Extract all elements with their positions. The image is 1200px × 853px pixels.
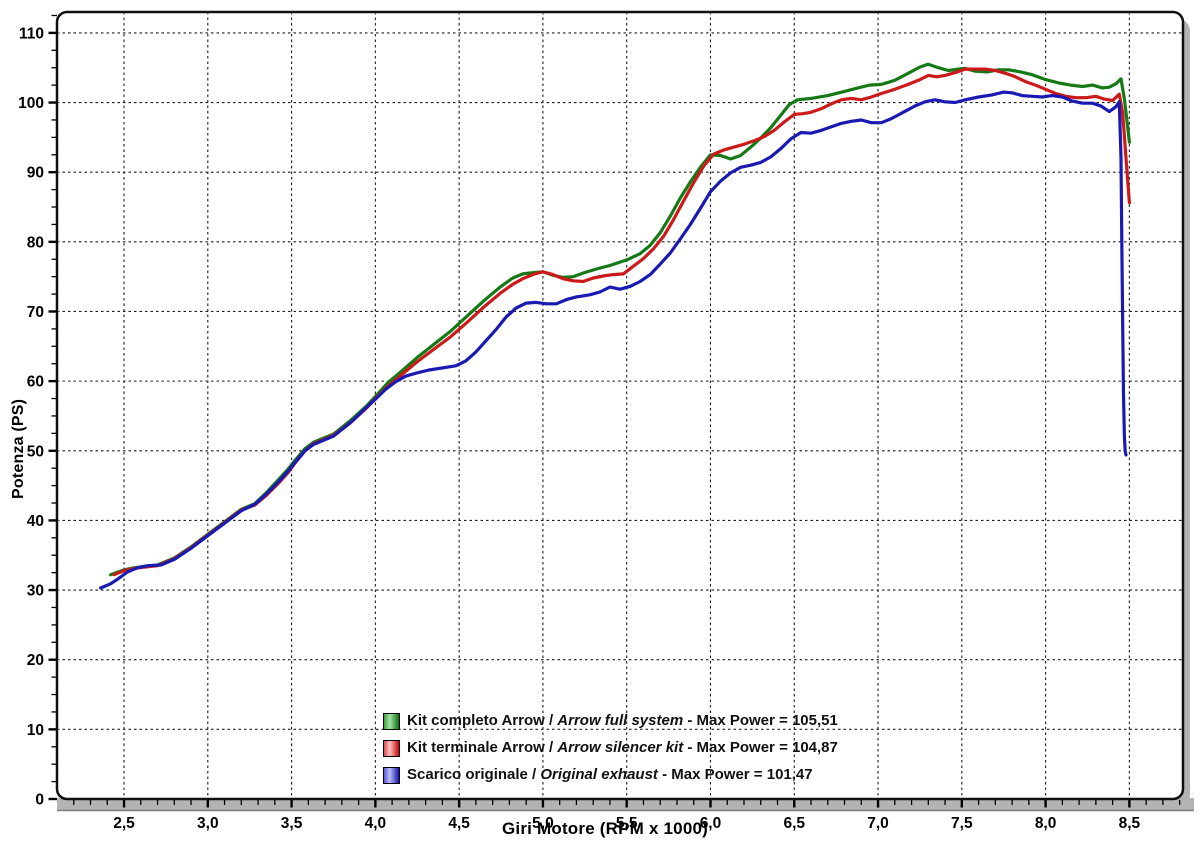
x-tick-label: 3,0 xyxy=(197,815,219,832)
curve-scarico-originale xyxy=(98,90,1128,590)
x-tick-label: 7,0 xyxy=(867,815,889,832)
legend-label-italic: Original exhaust xyxy=(540,766,658,783)
y-tick-label: 10 xyxy=(27,722,44,739)
legend-label-italic: Arrow silencer kit xyxy=(557,739,684,756)
x-tick-label: 4,5 xyxy=(448,815,470,832)
x-tick-label: 5,0 xyxy=(532,815,554,832)
legend-label-italic: Arrow full system xyxy=(557,712,684,729)
y-tick-label: 20 xyxy=(27,652,44,669)
y-tick-label: 50 xyxy=(27,443,44,460)
legend-swatch-red-icon xyxy=(383,739,400,757)
plot-frame xyxy=(55,10,1185,801)
legend-label-kit-completo: Kit completo Arrow / Arrow full system -… xyxy=(407,712,838,730)
y-tick-label: 70 xyxy=(27,304,44,321)
legend-label-post: - Max Power = 104,87 xyxy=(683,739,838,756)
x-axis-title: Giri Motore (RPM x 1000) xyxy=(501,819,708,838)
legend-label-pre: Scarico originale / xyxy=(407,766,541,783)
y-tick-label: 80 xyxy=(27,234,44,251)
x-tick-label: 5,5 xyxy=(616,815,638,832)
x-tick-label: 6,5 xyxy=(783,815,805,832)
y-axis-title: Potenza (PS) xyxy=(10,398,27,499)
y-tick-label: 30 xyxy=(27,583,44,600)
plot-area xyxy=(58,13,1182,798)
x-tick-label: 2,5 xyxy=(113,815,135,832)
x-tick-label: 6,0 xyxy=(700,815,722,832)
legend-label-pre: Kit completo Arrow / xyxy=(407,712,558,729)
legend-item-scarico-originale: Scarico originale / Original exhaust - M… xyxy=(383,766,838,784)
plot-background xyxy=(57,12,1183,799)
legend-label-kit-terminale: Kit terminale Arrow / Arrow silencer kit… xyxy=(407,739,838,757)
x-tick-label: 3,5 xyxy=(281,815,303,832)
y-tick-label: 60 xyxy=(27,374,44,391)
legend-label-scarico-originale: Scarico originale / Original exhaust - M… xyxy=(407,766,813,784)
legend-swatch-blue-icon xyxy=(383,766,400,784)
legend-item-kit-completo: Kit completo Arrow / Arrow full system -… xyxy=(383,712,838,730)
y-tick-label: 90 xyxy=(27,165,44,182)
legend: Kit completo Arrow / Arrow full system -… xyxy=(383,712,838,784)
legend-swatch-green-icon xyxy=(383,712,400,730)
y-tick-label: 100 xyxy=(18,95,44,112)
x-tick-label: 8,0 xyxy=(1035,815,1057,832)
y-tick-label: 40 xyxy=(27,513,44,530)
legend-label-pre: Kit terminale Arrow / xyxy=(407,739,558,756)
x-tick-label: 7,5 xyxy=(951,815,973,832)
legend-label-post: - Max Power = 105,51 xyxy=(683,712,838,729)
y-tick-label: 110 xyxy=(19,25,44,42)
x-tick-label: 4,0 xyxy=(365,815,387,832)
y-tick-label: 0 xyxy=(35,792,44,809)
x-tick-label: 8,5 xyxy=(1119,815,1141,832)
legend-label-post: - Max Power = 101,47 xyxy=(657,766,813,783)
legend-item-kit-terminale: Kit terminale Arrow / Arrow silencer kit… xyxy=(383,739,838,757)
